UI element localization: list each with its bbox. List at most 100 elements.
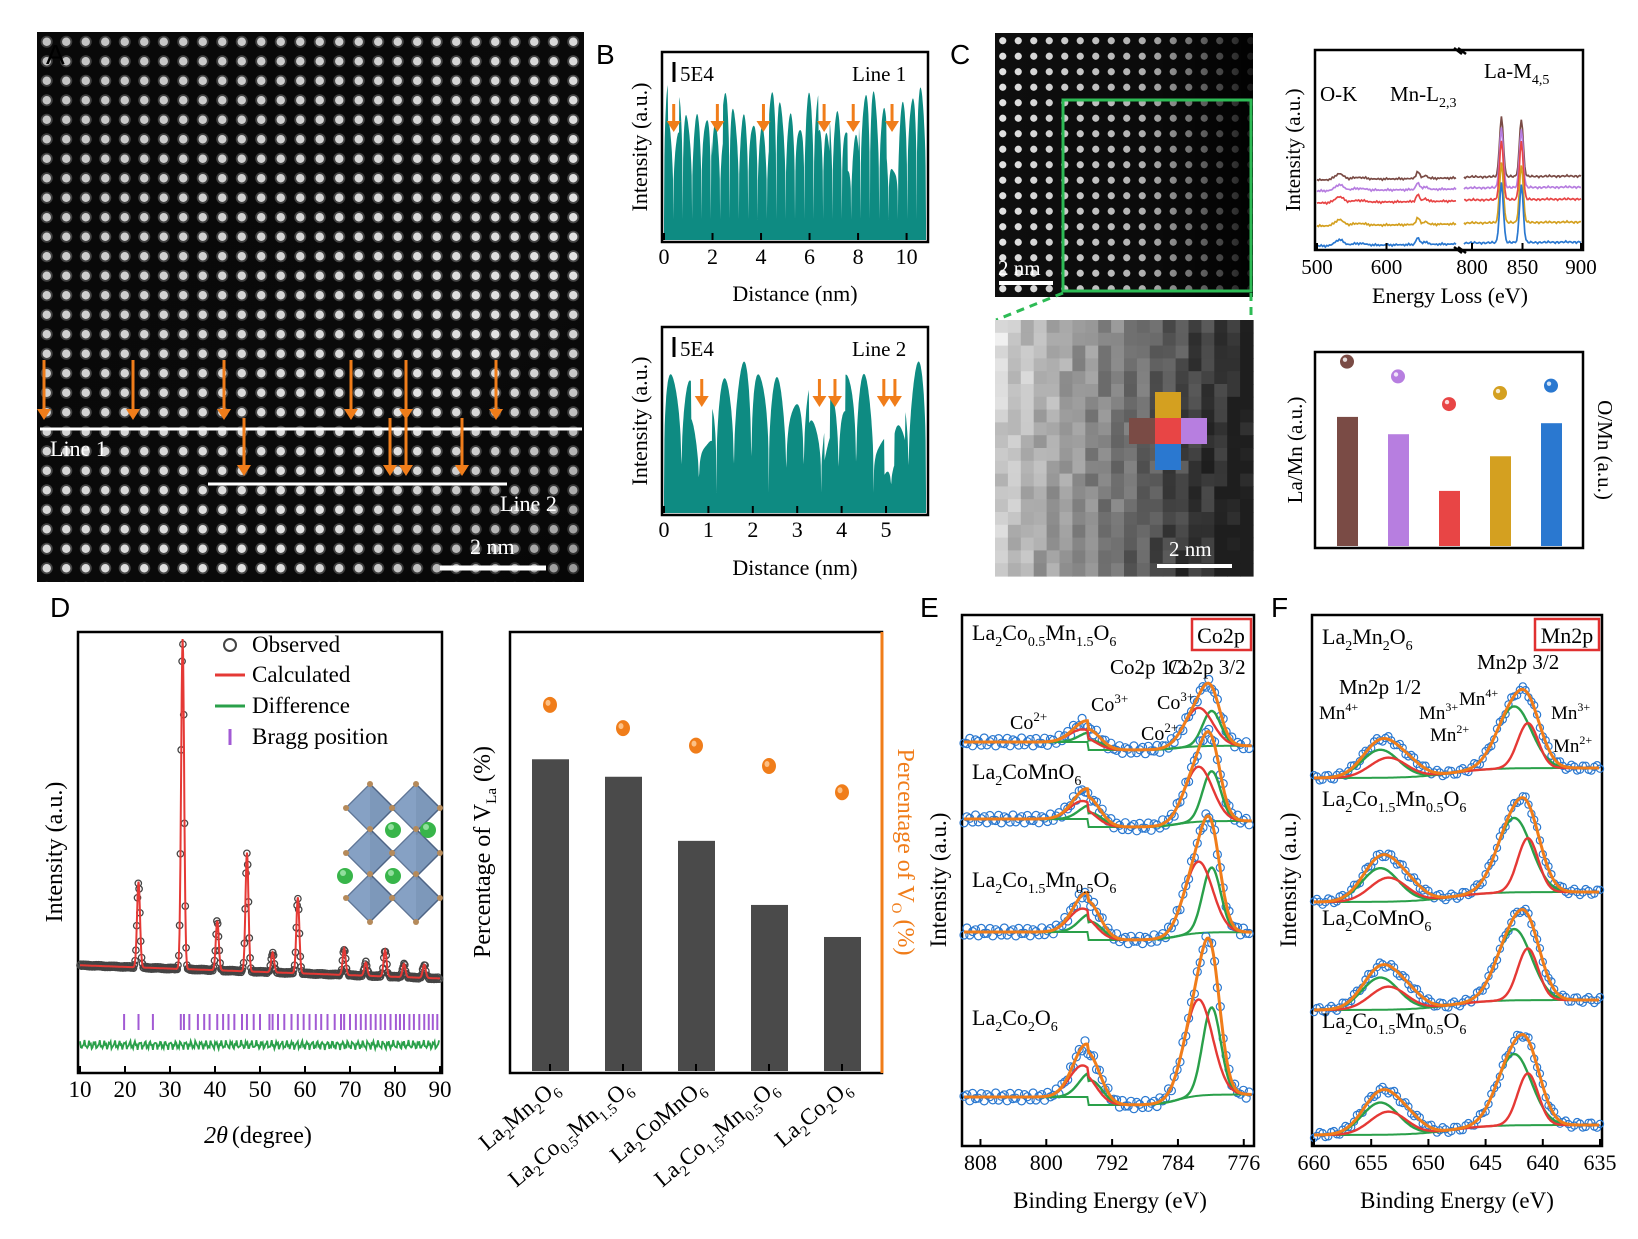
- map-pixel: [1072, 358, 1086, 372]
- panel-label-a: A: [46, 39, 65, 70]
- co3-right-label: Co3+: [1157, 689, 1194, 714]
- map-pixel: [1072, 460, 1086, 475]
- map-pixel: [1059, 550, 1073, 564]
- co2p-raw-point: [970, 925, 981, 935]
- oxygen-atom: [413, 919, 419, 925]
- map-pixel: [1046, 396, 1061, 411]
- xrd-xlabel: 2θ (degree): [204, 1123, 312, 1149]
- line1-vacancy-arrow-4-head: [399, 409, 413, 420]
- map-pixel: [1020, 550, 1035, 564]
- panel-d: D 10 20 30 40 50 60 70 80 90 Observed Calculated D…: [42, 592, 918, 1195]
- mn2p-raw-point: [1364, 862, 1373, 872]
- map-pixel: [1240, 550, 1254, 564]
- octahedron-face-1: [392, 784, 416, 832]
- map-pixel: [1072, 409, 1086, 423]
- co2p-envelope-1: [964, 730, 1252, 829]
- map-pixel: [1020, 332, 1035, 347]
- map-pixel: [1033, 537, 1048, 551]
- map-pixel: [1214, 460, 1228, 475]
- map-pixel: [1098, 396, 1112, 411]
- map-pixel: [1007, 358, 1022, 372]
- map-pixel: [1072, 422, 1086, 436]
- bTopTicks-5-label: 10: [896, 244, 918, 269]
- map-pixel: [1020, 345, 1035, 359]
- map-pixel: [1136, 396, 1151, 411]
- vacancy-category-3: La2Co1.5Mn0.5O6: [650, 1074, 786, 1195]
- la-mn-bar-0: [1337, 416, 1358, 546]
- mn2p-badge-text: Mn2p: [1541, 623, 1594, 648]
- map-pixel: [1227, 345, 1241, 359]
- map-pixel: [1188, 358, 1202, 372]
- map-pixel: [1111, 384, 1125, 398]
- map-pixel: [1098, 512, 1112, 526]
- map-pixel: [1072, 448, 1086, 462]
- eels-tick-5-label: 900: [1565, 255, 1597, 279]
- map-pixel: [1098, 448, 1112, 462]
- map-pixel: [1136, 473, 1151, 487]
- map-pixel: [1059, 512, 1073, 526]
- map-pixel: [1124, 473, 1138, 487]
- map-pixel: [1098, 499, 1112, 513]
- ratio-frame: [1313, 350, 1585, 550]
- co2p-badge: [1190, 617, 1253, 652]
- map-pixel: [1111, 435, 1125, 449]
- eels-series-2: [1316, 140, 1582, 206]
- co2p-raw-point: [1086, 1051, 1096, 1061]
- map-pixel: [1059, 371, 1073, 385]
- map-pixel: [1240, 563, 1254, 577]
- map-pixel: [1111, 371, 1125, 385]
- map-pixel: [1162, 320, 1177, 334]
- octahedron-face-5: [392, 874, 416, 922]
- map-pixel: [1007, 371, 1022, 385]
- map-pixel: [1214, 435, 1228, 449]
- line1-vacancy-arrow-0-head: [37, 409, 51, 420]
- map-pixel: [1240, 320, 1254, 334]
- map-pixel: [1201, 512, 1215, 526]
- la-atom: [385, 868, 401, 884]
- map-pixel: [1059, 563, 1073, 577]
- co2p-raw-point: [982, 1089, 992, 1100]
- map-pixel: [1162, 499, 1177, 513]
- map-pixel: [1201, 550, 1215, 564]
- map-pixel: [1111, 422, 1125, 436]
- map-pixel: [1214, 512, 1228, 526]
- map-pixel: [1162, 345, 1177, 359]
- b-top-xticks: 0 2 4 6 8 10: [659, 233, 918, 269]
- map-pixel: [995, 358, 1009, 372]
- mn2p-raw-point: [1595, 885, 1605, 895]
- o-mn-point-gloss-2: [1444, 399, 1450, 405]
- map-pixel: [1059, 524, 1073, 539]
- map-pixel: [1201, 486, 1215, 500]
- b-bottom-profile: [664, 361, 926, 513]
- eels-tick-4-label: 850: [1507, 255, 1539, 279]
- map-pixel: [1046, 499, 1061, 513]
- map-pixel: [1175, 358, 1190, 372]
- map-marker-bottom: [1155, 444, 1181, 470]
- xrd-tick-7-label: 80: [384, 1077, 407, 1102]
- map-pixel: [1162, 358, 1177, 372]
- panel-label-c: C: [950, 39, 970, 70]
- co2p-raw-point: [1057, 921, 1067, 931]
- eels-frame: [1313, 48, 1585, 252]
- map-pixel: [995, 563, 1009, 577]
- eels-ylabel: Intensity (a.u.): [1281, 88, 1305, 211]
- oxygen-atom: [343, 805, 349, 811]
- map-pixel: [1072, 371, 1086, 385]
- co2-right-label: Co2+: [1141, 720, 1178, 745]
- line2-vacancy-arrow-3-head: [455, 465, 469, 476]
- map-pixel: [1240, 371, 1254, 385]
- eels-break-a: [1453, 47, 1463, 55]
- map-pixel: [1072, 550, 1086, 564]
- map-pixel: [1214, 320, 1228, 334]
- mn2p-raw-point: [1518, 792, 1528, 801]
- map-pixel: [1085, 537, 1099, 551]
- map-pixel: [1046, 435, 1061, 449]
- map-pixel: [1020, 448, 1035, 462]
- map-pixel: [1240, 524, 1254, 539]
- map-pixel: [1214, 537, 1228, 551]
- b-top-frame: [660, 50, 930, 244]
- map-pixel: [1046, 384, 1061, 398]
- map-pixel: [1240, 384, 1254, 398]
- legend-label-3: Bragg position: [252, 724, 389, 749]
